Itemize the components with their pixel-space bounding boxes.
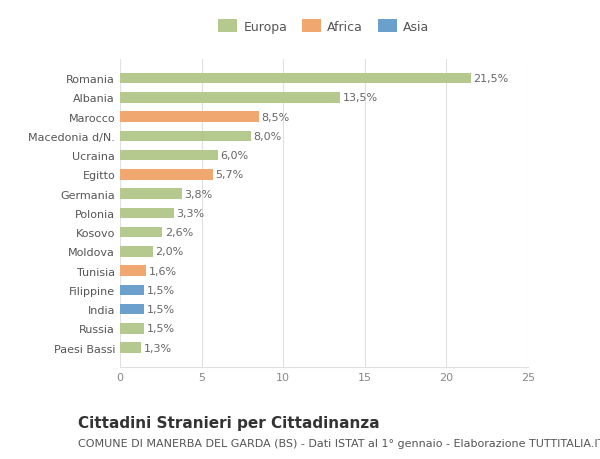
- Bar: [120, 246, 152, 257]
- Bar: [120, 208, 174, 219]
- Text: 2,6%: 2,6%: [165, 228, 193, 238]
- Bar: [120, 151, 218, 161]
- Text: 1,5%: 1,5%: [147, 324, 175, 334]
- Text: 1,5%: 1,5%: [147, 304, 175, 314]
- Bar: [120, 112, 259, 123]
- Bar: [120, 189, 182, 200]
- Legend: Europa, Africa, Asia: Europa, Africa, Asia: [215, 17, 433, 38]
- Text: 13,5%: 13,5%: [343, 93, 378, 103]
- Text: 1,5%: 1,5%: [147, 285, 175, 295]
- Bar: [120, 343, 141, 353]
- Bar: [120, 227, 163, 238]
- Text: 8,5%: 8,5%: [261, 112, 289, 123]
- Text: 21,5%: 21,5%: [473, 74, 509, 84]
- Text: 3,8%: 3,8%: [184, 189, 213, 199]
- Text: Cittadini Stranieri per Cittadinanza: Cittadini Stranieri per Cittadinanza: [78, 415, 380, 431]
- Bar: [120, 285, 145, 296]
- Bar: [120, 304, 145, 315]
- Text: 6,0%: 6,0%: [220, 151, 248, 161]
- Bar: [120, 73, 471, 84]
- Text: 2,0%: 2,0%: [155, 247, 184, 257]
- Bar: [120, 131, 251, 142]
- Text: 1,6%: 1,6%: [149, 266, 176, 276]
- Bar: [120, 170, 213, 180]
- Text: 8,0%: 8,0%: [253, 132, 281, 141]
- Bar: [120, 324, 145, 334]
- Text: 1,3%: 1,3%: [143, 343, 172, 353]
- Bar: [120, 93, 340, 103]
- Text: 3,3%: 3,3%: [176, 208, 205, 218]
- Text: 5,7%: 5,7%: [215, 170, 244, 180]
- Bar: [120, 266, 146, 276]
- Text: COMUNE DI MANERBA DEL GARDA (BS) - Dati ISTAT al 1° gennaio - Elaborazione TUTTI: COMUNE DI MANERBA DEL GARDA (BS) - Dati …: [78, 438, 600, 448]
